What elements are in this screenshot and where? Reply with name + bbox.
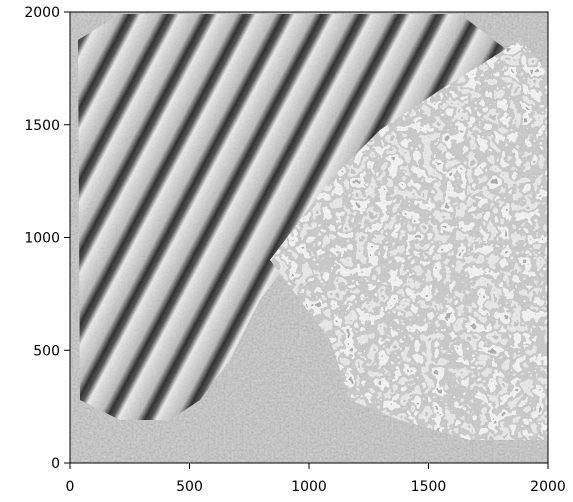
image [70, 12, 548, 463]
y-tick-label: 1000 [24, 231, 60, 247]
x-tick-label: 1500 [411, 479, 447, 495]
x-tick-label: 2000 [530, 479, 566, 495]
y-tick-label: 500 [33, 343, 60, 359]
x-tick-label: 500 [176, 479, 203, 495]
x-tick-label: 1000 [291, 479, 327, 495]
y-tick-label: 2000 [24, 5, 60, 21]
x-tick-label: 0 [66, 479, 75, 495]
y-tick-label: 0 [51, 456, 60, 472]
y-tick-label: 1500 [24, 118, 60, 134]
